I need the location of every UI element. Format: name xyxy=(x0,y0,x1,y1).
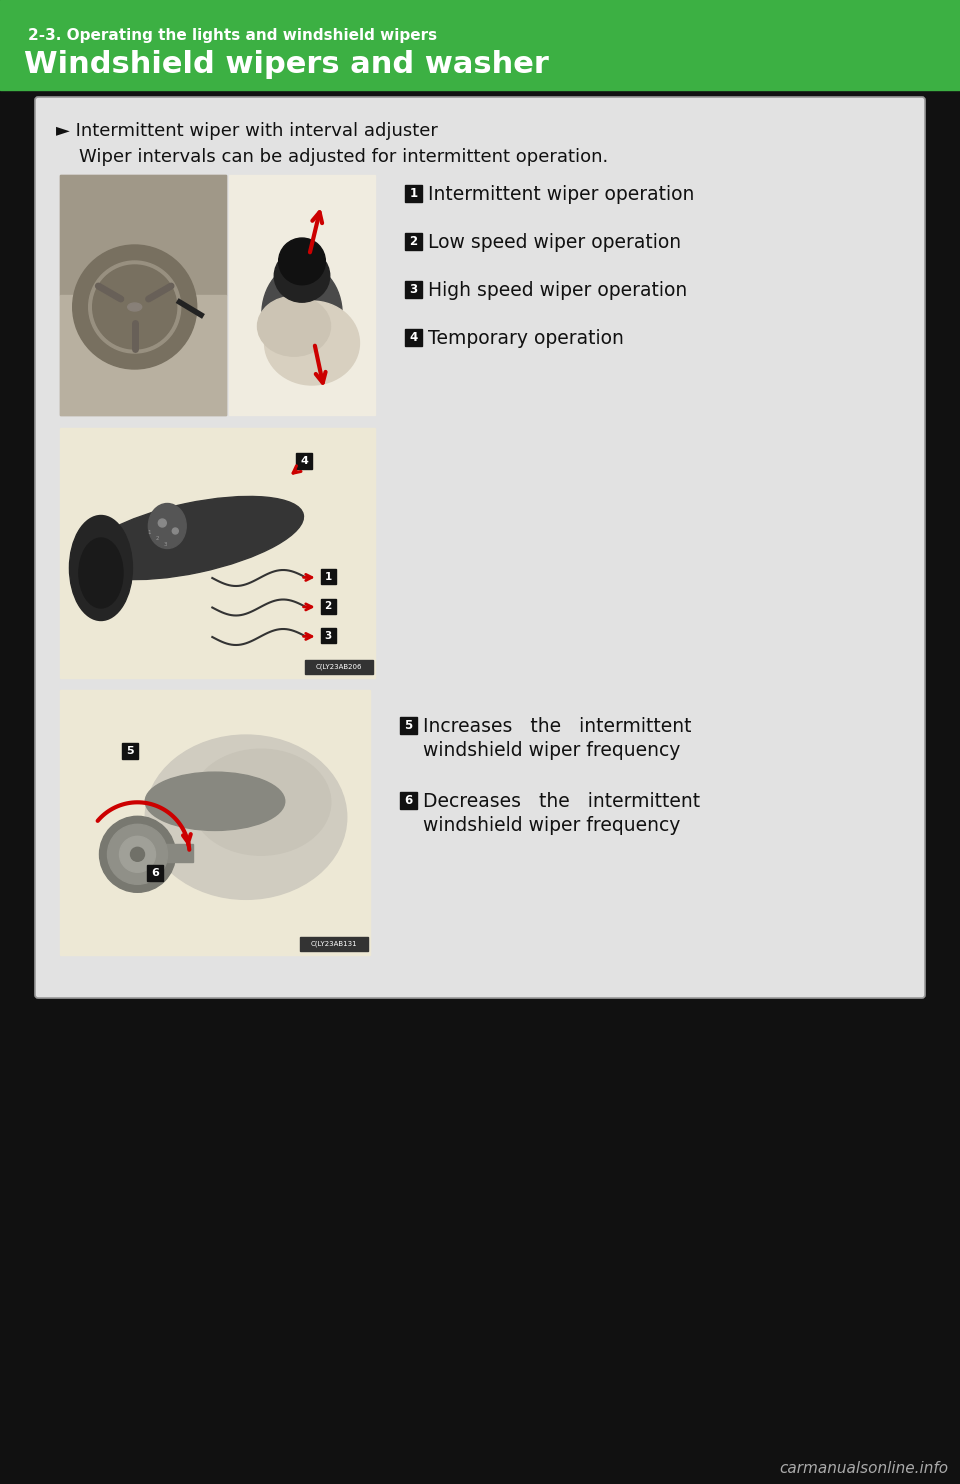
Ellipse shape xyxy=(79,539,123,608)
Bar xyxy=(60,175,226,416)
Bar xyxy=(60,690,370,956)
Ellipse shape xyxy=(82,497,303,580)
Text: Low speed wiper operation: Low speed wiper operation xyxy=(428,233,682,252)
Circle shape xyxy=(278,237,325,285)
Bar xyxy=(321,628,336,644)
Ellipse shape xyxy=(257,297,330,356)
Text: 1: 1 xyxy=(324,571,332,582)
Text: 1: 1 xyxy=(148,530,151,536)
Bar xyxy=(229,175,375,416)
Ellipse shape xyxy=(191,749,331,855)
Text: C(LY23AB206: C(LY23AB206 xyxy=(316,663,362,671)
Text: 2: 2 xyxy=(156,536,159,542)
Bar xyxy=(60,427,375,678)
Ellipse shape xyxy=(265,301,359,384)
Circle shape xyxy=(119,291,151,324)
Circle shape xyxy=(172,528,179,534)
Text: 3: 3 xyxy=(163,542,167,548)
Text: 5: 5 xyxy=(404,720,413,732)
Ellipse shape xyxy=(145,735,347,899)
FancyBboxPatch shape xyxy=(35,96,925,999)
Text: Wiper intervals can be adjusted for intermittent operation.: Wiper intervals can be adjusted for inte… xyxy=(56,148,609,166)
Circle shape xyxy=(88,261,180,353)
Text: Decreases   the   intermittent: Decreases the intermittent xyxy=(423,792,700,810)
Bar xyxy=(297,453,312,469)
Ellipse shape xyxy=(149,503,186,549)
Bar xyxy=(405,233,422,249)
Text: Temporary operation: Temporary operation xyxy=(428,329,624,349)
Text: 4: 4 xyxy=(300,456,308,466)
Bar xyxy=(400,792,417,809)
Bar xyxy=(305,660,373,674)
Circle shape xyxy=(108,824,167,884)
Bar xyxy=(405,186,422,202)
Bar xyxy=(321,570,336,585)
Text: windshield wiper frequency: windshield wiper frequency xyxy=(423,741,681,760)
Text: Windshield wipers and washer: Windshield wipers and washer xyxy=(24,50,549,79)
Text: 3: 3 xyxy=(324,631,332,641)
Text: C(LY23AB131: C(LY23AB131 xyxy=(311,941,357,947)
Ellipse shape xyxy=(262,264,342,365)
Circle shape xyxy=(100,816,176,892)
Ellipse shape xyxy=(128,303,142,312)
Text: Increases   the   intermittent: Increases the intermittent xyxy=(423,717,691,736)
Bar xyxy=(60,175,226,416)
Text: 3: 3 xyxy=(409,283,418,295)
Text: ► Intermittent wiper with interval adjuster: ► Intermittent wiper with interval adjus… xyxy=(56,122,438,139)
Text: carmanualsonline.info: carmanualsonline.info xyxy=(779,1462,948,1477)
Bar xyxy=(122,743,138,758)
Text: Intermittent wiper operation: Intermittent wiper operation xyxy=(428,186,694,203)
Bar xyxy=(0,0,960,91)
Circle shape xyxy=(119,837,156,873)
Text: 5: 5 xyxy=(126,746,133,755)
Text: High speed wiper operation: High speed wiper operation xyxy=(428,280,687,300)
Bar xyxy=(405,329,422,346)
Bar xyxy=(405,280,422,298)
Ellipse shape xyxy=(275,249,329,303)
Ellipse shape xyxy=(69,515,132,620)
Text: 2-3. Operating the lights and windshield wipers: 2-3. Operating the lights and windshield… xyxy=(28,28,437,43)
Text: 2: 2 xyxy=(324,601,332,611)
Bar xyxy=(153,844,193,862)
Text: 6: 6 xyxy=(151,868,158,879)
Bar xyxy=(60,295,226,416)
Text: windshield wiper frequency: windshield wiper frequency xyxy=(423,816,681,835)
Text: 2: 2 xyxy=(409,234,418,248)
Circle shape xyxy=(93,266,177,349)
Bar xyxy=(229,175,375,416)
Text: 4: 4 xyxy=(409,331,418,344)
Bar xyxy=(147,865,163,881)
Text: 6: 6 xyxy=(404,794,413,807)
Circle shape xyxy=(131,847,145,861)
Bar xyxy=(321,600,336,614)
Ellipse shape xyxy=(145,772,285,831)
Bar xyxy=(60,175,226,295)
Circle shape xyxy=(73,245,197,370)
Bar xyxy=(300,936,368,951)
Bar xyxy=(400,717,417,735)
Text: 1: 1 xyxy=(409,187,418,200)
Circle shape xyxy=(158,519,166,527)
